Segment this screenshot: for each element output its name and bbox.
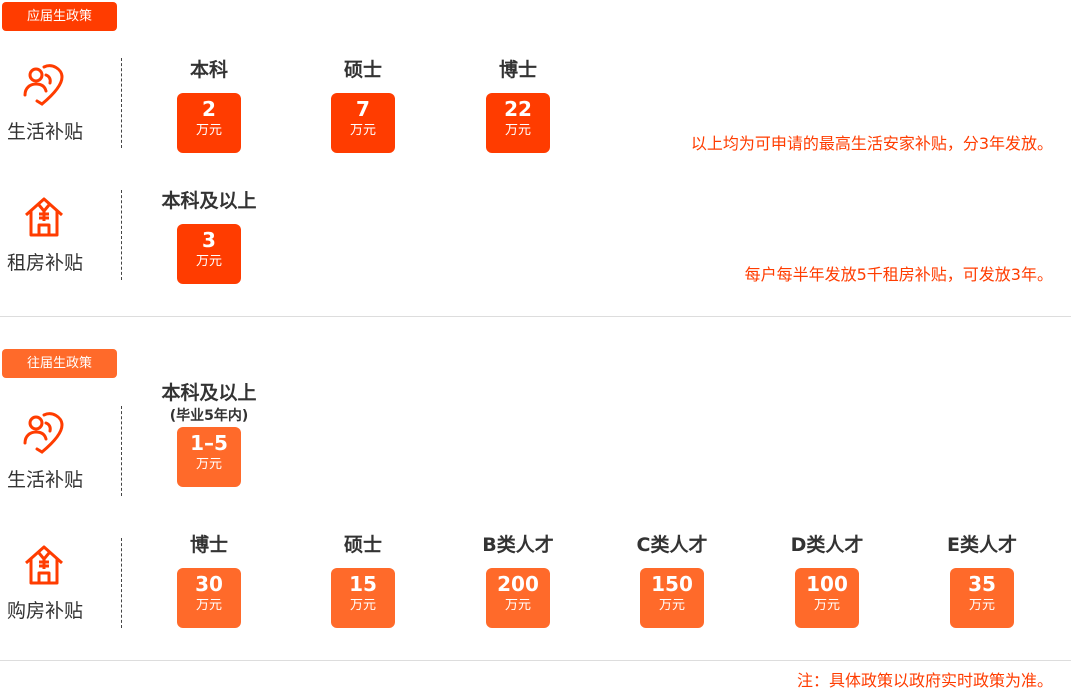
degree-sublabel: (毕业5年内) [169,408,249,424]
amount-value: 3 [202,228,216,252]
amount-value: 15 [349,572,377,596]
degree-label: 本科 [189,59,228,81]
amount-unit: 万元 [195,457,222,472]
amount-unit: 万元 [658,598,685,613]
rent-subsidy-note: 每户每半年发放5千租房补贴，可发放3年。 [744,265,1053,284]
divider-dashed [121,58,122,148]
degree-label: 本科及以上 [161,382,257,404]
amount-badge: 15 万元 [331,568,395,628]
amount-badge: 3 万元 [177,224,241,284]
amount-unit: 万元 [195,123,222,138]
amount-unit: 万元 [504,123,531,138]
person-heart-icon [23,412,64,454]
amount-unit: 万元 [813,598,840,613]
amount-badge: 7 万元 [331,93,395,153]
rent-subsidy-label: 租房补贴 [6,252,83,274]
footnote: 注：具体政策以政府实时政策为准。 [796,671,1053,690]
subsidy-column: 博士 22 万元 [443,57,593,153]
subsidy-column: 本科 2 万元 [134,57,284,153]
subsidy-column: 硕士 7 万元 [288,57,438,153]
amount-unit: 万元 [968,598,995,613]
subsidy-column: D类人才 100 万元 [752,532,902,628]
amount-value: 35 [968,572,996,596]
amount-value: 200 [497,572,539,596]
house-yen-icon [25,197,63,237]
subsidy-column: C类人才 150 万元 [597,532,747,628]
house-yen-icon [25,545,63,585]
amount-value: 30 [195,572,223,596]
amount-badge: 1–5 万元 [177,427,241,487]
degree-label: 博士 [189,534,228,556]
amount-badge: 22 万元 [486,93,550,153]
subsidy-column: 本科及以上 (毕业5年内) 1–5 万元 [134,380,284,487]
divider-dashed [121,538,122,628]
amount-value: 2 [202,97,216,121]
subsidy-column: 硕士 15 万元 [288,532,438,628]
amount-value: 22 [504,97,532,121]
purchase-subsidy-label: 购房补贴 [6,600,83,622]
degree-label: 硕士 [343,534,382,556]
degree-label: E类人才 [947,534,1017,556]
subsidy-column: 博士 30 万元 [134,532,284,628]
amount-badge: 150 万元 [640,568,704,628]
amount-unit: 万元 [349,123,376,138]
amount-badge: 35 万元 [950,568,1014,628]
subsidy-column: B类人才 200 万元 [443,532,593,628]
degree-label: 硕士 [343,59,382,81]
amount-value: 7 [356,97,370,121]
living-subsidy-label: 生活补贴 [6,121,83,143]
person-heart-icon [23,64,64,106]
amount-badge: 2 万元 [177,93,241,153]
living-subsidy-note: 以上均为可申请的最高生活安家补贴，分3年发放。 [690,134,1053,153]
amount-unit: 万元 [195,598,222,613]
section-divider [0,316,1071,317]
amount-unit: 万元 [195,254,222,269]
amount-unit: 万元 [504,598,531,613]
degree-label: D类人才 [790,534,864,556]
degree-label: 博士 [498,59,537,81]
amount-unit: 万元 [349,598,376,613]
amount-badge: 30 万元 [177,568,241,628]
degree-label: B类人才 [482,534,554,556]
divider-dashed [121,190,122,280]
degree-label: 本科及以上 [161,190,257,212]
amount-value: 150 [651,572,693,596]
subsidy-column: E类人才 35 万元 [907,532,1057,628]
amount-badge: 200 万元 [486,568,550,628]
amount-badge: 100 万元 [795,568,859,628]
living-subsidy-label: 生活补贴 [6,469,83,491]
degree-label: C类人才 [636,534,708,556]
footer-divider [0,660,1071,661]
current-graduates-tag: 应届生政策 [2,2,117,31]
divider-dashed [121,406,122,496]
past-graduates-tag: 往届生政策 [2,349,117,378]
subsidy-column: 本科及以上 3 万元 [134,188,284,284]
amount-value: 100 [806,572,848,596]
amount-value: 1–5 [190,431,228,455]
